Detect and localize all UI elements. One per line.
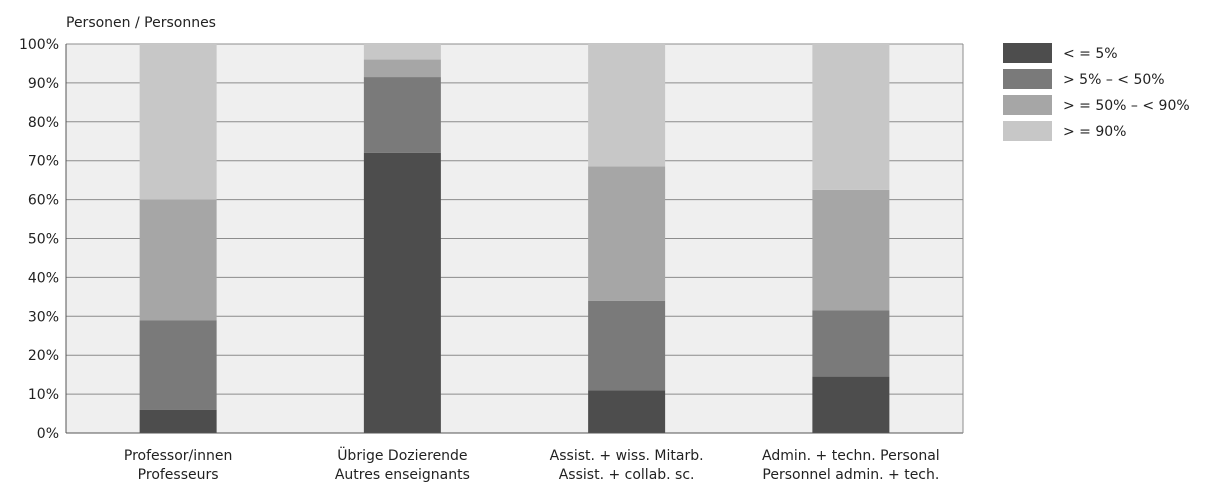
y-tick-label: 0%: [37, 426, 59, 442]
y-tick-label: 20%: [28, 348, 59, 364]
bar-segment: [139, 199, 217, 321]
y-unit-label: Personen / Personnes: [66, 15, 216, 31]
x-tick-label: Professeurs: [138, 467, 219, 483]
y-tick-label: 80%: [28, 115, 59, 131]
legend-swatch: [1003, 69, 1052, 89]
bar-segment: [139, 409, 217, 433]
bar-segment: [588, 44, 666, 167]
bar-segment: [363, 44, 441, 60]
bar-segment: [363, 59, 441, 78]
bar-segment: [588, 390, 666, 433]
y-tick-label: 50%: [28, 232, 59, 248]
y-tick-label: 100%: [19, 37, 59, 53]
bar-segment: [588, 166, 666, 301]
x-tick-label: Autres enseignants: [335, 467, 470, 483]
bar-segment: [812, 376, 890, 433]
plot-area: 0% 10% 20% 30% 40% 50% 60% 70% 80% 90% 100% Profess…: [19, 37, 964, 483]
x-tick-label: Übrige Dozierende: [337, 446, 467, 464]
y-tick-label: 40%: [28, 270, 59, 286]
legend-swatch: [1003, 95, 1052, 115]
y-tick-label: 60%: [28, 193, 59, 209]
bar-segment: [139, 320, 217, 410]
y-tick-label: 30%: [28, 309, 59, 325]
legend-label: > = 90%: [1063, 124, 1126, 140]
legend-swatch: [1003, 43, 1052, 63]
x-tick-label: Professor/innen: [124, 448, 233, 464]
bar-segment: [363, 77, 441, 153]
legend: < = 5% > 5% – < 50% > = 50% – < 90% > = 90%: [1003, 43, 1190, 141]
bar-segment: [812, 310, 890, 377]
legend-label: > 5% – < 50%: [1063, 72, 1165, 88]
bar-segment: [812, 44, 890, 190]
x-tick-label: Assist. + wiss. Mitarb.: [550, 448, 704, 464]
x-tick-label: Personnel admin. + tech.: [762, 467, 939, 483]
legend-swatch: [1003, 121, 1052, 141]
bar-segment: [139, 44, 217, 200]
y-tick-label: 10%: [28, 387, 59, 403]
legend-label: < = 5%: [1063, 46, 1118, 62]
y-tick-label: 90%: [28, 76, 59, 92]
x-tick-label: Assist. + collab. sc.: [559, 467, 695, 483]
x-tick-label: Admin. + techn. Personal: [762, 448, 940, 464]
legend-label: > = 50% – < 90%: [1063, 98, 1190, 114]
bar-segment: [812, 189, 890, 311]
bar-segment: [588, 300, 666, 391]
y-tick-label: 70%: [28, 154, 59, 170]
bar-segment: [363, 152, 441, 434]
